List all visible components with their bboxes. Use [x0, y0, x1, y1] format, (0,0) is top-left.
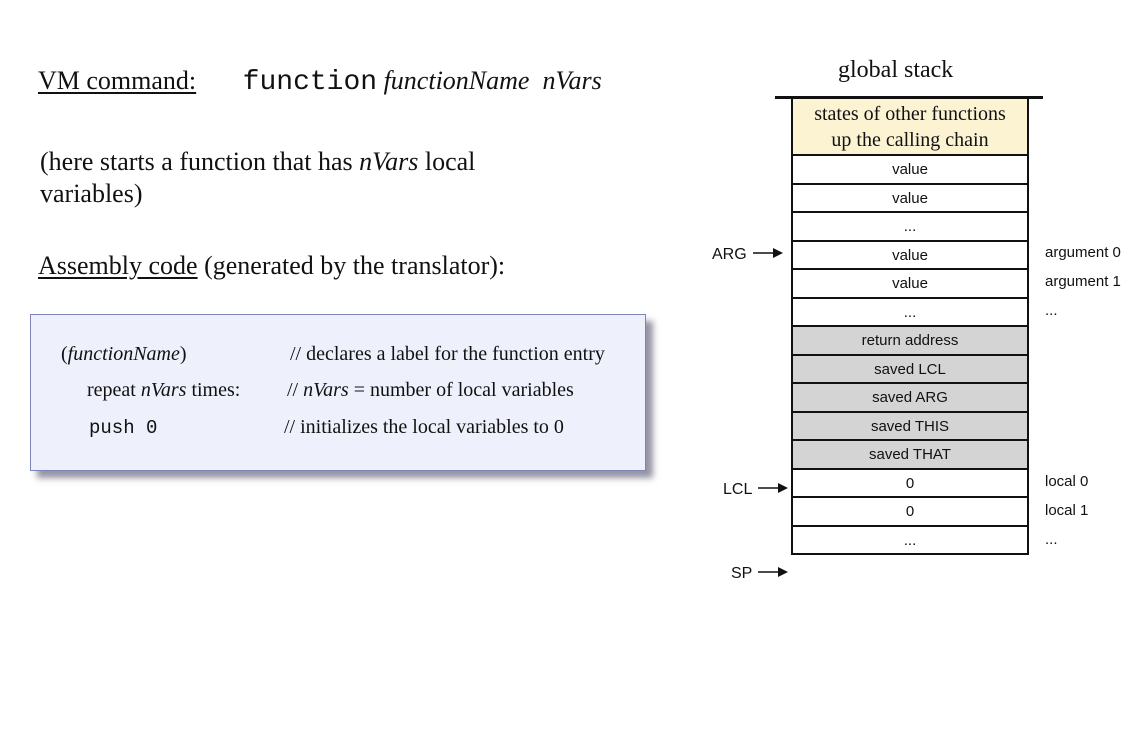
lcl-pointer-label: LCL	[723, 481, 753, 498]
label-ellipsis: ...	[1045, 302, 1058, 319]
code-comment-rest: = number of local variables	[348, 379, 574, 401]
description-text-before: (here starts a function that has	[40, 147, 360, 176]
lcl-pointer: LCL	[723, 481, 789, 499]
stack-cell-saved-this: saved THIS	[793, 413, 1027, 441]
vm-command-args: functionName nVars	[383, 66, 602, 95]
arg-pointer: ARG	[712, 246, 783, 264]
right-arrow-icon	[758, 565, 789, 583]
stack-cell-arg0: value	[793, 242, 1027, 270]
stack-cell: ...	[793, 299, 1027, 327]
label-local-0: local 0	[1045, 473, 1089, 490]
code-repeat-text: repeat	[87, 379, 141, 401]
code-repeat-times: times:	[186, 379, 241, 401]
arg-pointer-label: ARG	[712, 246, 747, 263]
assembly-note: (generated by the translator):	[197, 251, 506, 280]
code-comment-push: // initializes the local variables to 0	[284, 416, 564, 438]
stack-cell: ...	[793, 527, 1027, 555]
vm-command-heading: VM command:	[38, 66, 197, 95]
caller-states-line1: states of other functions	[814, 102, 1006, 125]
stack-cell-saved-lcl: saved LCL	[793, 356, 1027, 384]
stack-cell-local0: 0	[793, 470, 1027, 498]
sp-pointer: SP	[731, 565, 789, 583]
vm-command-description: (here starts a function that has nVars l…	[40, 146, 560, 210]
code-comment-nvars: nVars	[303, 379, 349, 401]
label-ellipsis: ...	[1045, 531, 1058, 548]
vm-command-line: VM command: function functionName nVars	[38, 66, 602, 98]
stack-cell-local1: 0	[793, 498, 1027, 527]
label-local-1: local 1	[1045, 502, 1089, 519]
stack-cell-caller-states: states of other functions up the calling…	[793, 99, 1027, 156]
description-nvars: nVars	[359, 147, 419, 176]
global-stack: states of other functions up the calling…	[791, 99, 1029, 555]
code-repeat-nvars: nVars	[140, 379, 187, 401]
stack-cell: value	[793, 156, 1027, 185]
stack-cell: value	[793, 185, 1027, 213]
label-argument-1: argument 1	[1045, 273, 1121, 290]
code-comment-slashes: //	[287, 379, 304, 401]
code-paren-close: )	[179, 343, 187, 365]
assembly-code-box: (functionName) // declares a label for t…	[30, 314, 646, 471]
code-row-repeat: repeat nVars times:	[87, 379, 240, 402]
code-function-name: functionName	[67, 343, 180, 365]
assembly-heading-line: Assembly code (generated by the translat…	[38, 251, 505, 281]
stack-cell-return-address: return address	[793, 327, 1027, 356]
vm-command-keyword: function	[242, 67, 378, 98]
code-comment-label: // declares a label for the function ent…	[290, 343, 605, 365]
code-paren-open: (	[61, 343, 68, 365]
stack-cell: ...	[793, 213, 1027, 242]
stack-title: global stack	[838, 57, 954, 83]
code-row-push: push 0	[89, 417, 158, 439]
right-arrow-icon	[752, 246, 783, 264]
stack-cell-arg1: value	[793, 270, 1027, 299]
code-comment-repeat: // nVars = number of local variables	[287, 379, 574, 402]
stack-cell-saved-that: saved THAT	[793, 441, 1027, 470]
stack-top-line	[775, 96, 1043, 99]
right-arrow-icon	[758, 481, 789, 499]
sp-pointer-label: SP	[731, 565, 753, 582]
label-argument-0: argument 0	[1045, 244, 1121, 261]
stack-cell-saved-arg: saved ARG	[793, 384, 1027, 413]
assembly-heading: Assembly code	[38, 251, 198, 280]
description-text-after: local variables)	[40, 147, 476, 208]
code-row-label: (functionName)	[61, 343, 187, 366]
caller-states-line2: up the calling chain	[831, 128, 989, 151]
